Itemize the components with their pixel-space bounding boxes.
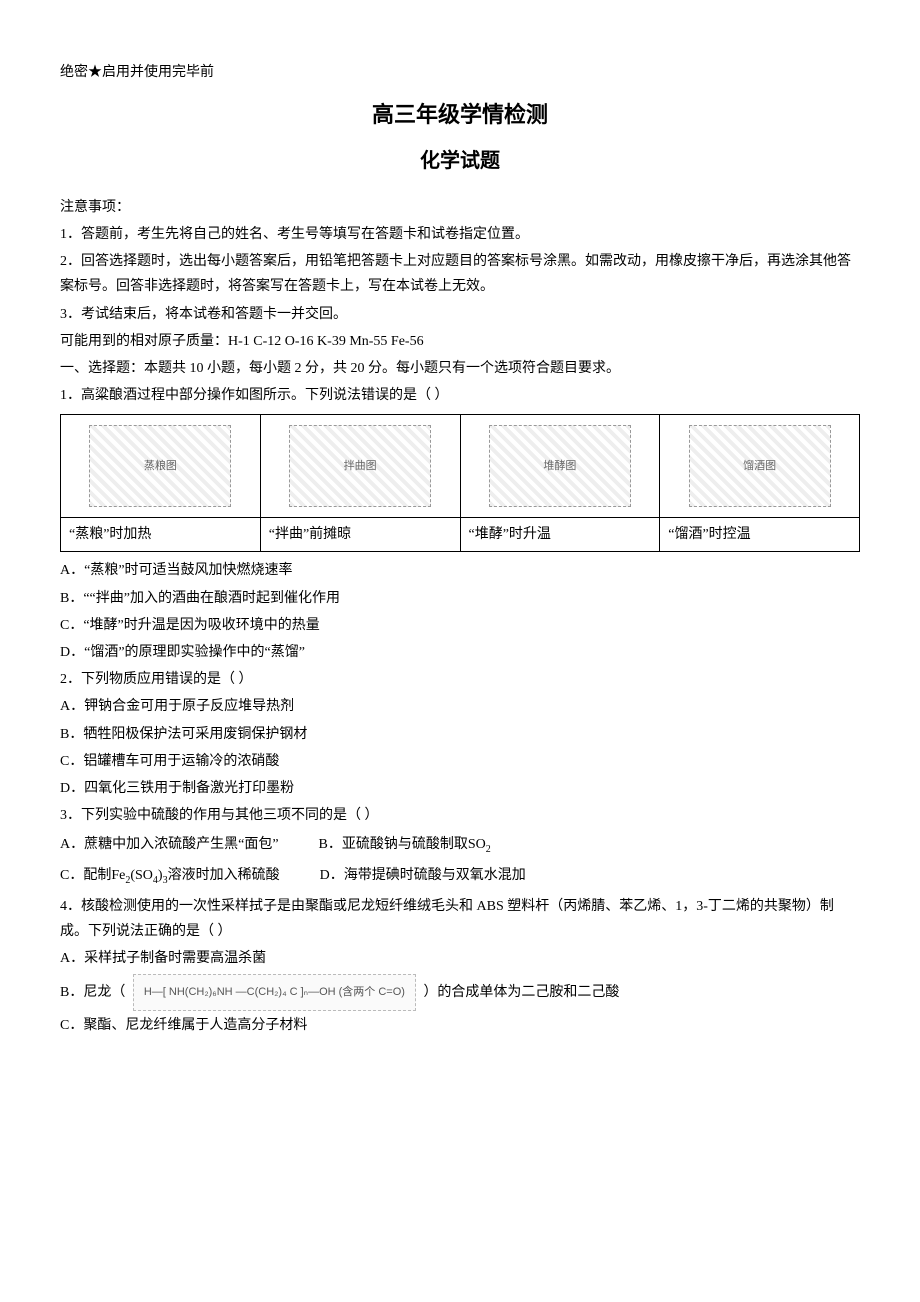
page-title: 高三年级学情检测 xyxy=(60,95,860,135)
q3-opt-b: B．亚硫酸钠与硫酸制取SO2 xyxy=(319,832,491,859)
fermenting-icon: 堆酵图 xyxy=(489,425,631,507)
q3-opt-d: D．海带提碘时硫酸与双氧水混加 xyxy=(320,863,526,890)
q2-opt-b: B．牺牲阳极保护法可采用废铜保护钢材 xyxy=(60,722,860,747)
q4-opt-a: A．采样拭子制备时需要高温杀菌 xyxy=(60,946,860,971)
notice-1: 1．答题前，考生先将自己的姓名、考生号等填写在答题卡和试卷指定位置。 xyxy=(60,222,860,247)
q3-opt-a: A．蔗糖中加入浓硫酸产生黑“面包” xyxy=(60,832,279,859)
q1-img-cell-2: 拌曲图 xyxy=(260,415,460,518)
q1-caption-1: “蒸粮”时加热 xyxy=(61,518,261,552)
section1-header: 一、选择题：本题共 10 小题，每小题 2 分，共 20 分。每小题只有一个选项… xyxy=(60,356,860,381)
q1-caption-4: “馏酒”时控温 xyxy=(660,518,860,552)
q3-opt-c-pre: C．配制 xyxy=(60,868,111,883)
secret-line: 绝密★启用并使用完毕前 xyxy=(60,60,860,85)
q1-caption-3: “堆酵”时升温 xyxy=(460,518,660,552)
q1-img-cell-3: 堆酵图 xyxy=(460,415,660,518)
nylon-structure-formula-icon: H—[ NH(CH₂)₆NH —C(CH₂)₄ C ]ₙ—OH (含两个 C=O… xyxy=(133,974,416,1012)
table-row: 蒸粮图 拌曲图 堆酵图 馏酒图 xyxy=(61,415,860,518)
q1-caption-2: “拌曲”前摊晾 xyxy=(260,518,460,552)
q2-opt-a: A．钾钠合金可用于原子反应堆导热剂 xyxy=(60,694,860,719)
q3-opt-b-sub: 2 xyxy=(486,844,491,855)
q4-opt-b: B．尼龙（ H—[ NH(CH₂)₆NH —C(CH₂)₄ C ]ₙ—OH (含… xyxy=(60,974,860,1012)
q3-opt-c-chem1: Fe xyxy=(111,868,125,883)
distilling-icon: 馏酒图 xyxy=(689,425,831,507)
steaming-grain-icon: 蒸粮图 xyxy=(89,425,231,507)
atomic-masses: 可能用到的相对原子质量：H-1 C-12 O-16 K-39 Mn-55 Fe-… xyxy=(60,329,860,354)
q1-opt-c: C．“堆酵”时升温是因为吸收环境中的热量 xyxy=(60,613,860,638)
q2-stem: 2．下列物质应用错误的是（ ） xyxy=(60,667,860,692)
notice-header: 注意事项： xyxy=(60,195,860,220)
q4-stem: 4．核酸检测使用的一次性采样拭子是由聚酯或尼龙短纤维绒毛头和 ABS 塑料杆（丙… xyxy=(60,894,860,944)
notice-3: 3．考试结束后，将本试卷和答题卡一并交回。 xyxy=(60,302,860,327)
mixing-yeast-icon: 拌曲图 xyxy=(289,425,431,507)
q1-figure-table: 蒸粮图 拌曲图 堆酵图 馏酒图 “蒸粮”时加热 “拌曲”前摊晾 “堆酵”时升温 … xyxy=(60,414,860,552)
q3-stem: 3．下列实验中硫酸的作用与其他三项不同的是（ ） xyxy=(60,803,860,828)
q4-opt-c: C．聚酯、尼龙纤维属于人造高分子材料 xyxy=(60,1013,860,1038)
q3-opt-b-pre: B．亚硫酸钠与硫酸制取 xyxy=(319,837,468,852)
q1-img-cell-1: 蒸粮图 xyxy=(61,415,261,518)
q3-opt-b-chem: SO xyxy=(468,837,486,852)
q2-opt-d: D．四氧化三铁用于制备激光打印墨粉 xyxy=(60,776,860,801)
q1-opt-d: D．“馏酒”的原理即实验操作中的“蒸馏” xyxy=(60,640,860,665)
q3-opt-c-post: 溶液时加入稀硫酸 xyxy=(168,868,280,883)
table-row: “蒸粮”时加热 “拌曲”前摊晾 “堆酵”时升温 “馏酒”时控温 xyxy=(61,518,860,552)
q3-opt-c: C．配制Fe2(SO4)3溶液时加入稀硫酸 xyxy=(60,863,280,890)
q2-opt-c: C．铝罐槽车可用于运输冷的浓硝酸 xyxy=(60,749,860,774)
q1-img-cell-4: 馏酒图 xyxy=(660,415,860,518)
q1-opt-b: B．““拌曲”加入的酒曲在酿酒时起到催化作用 xyxy=(60,586,860,611)
q4-opt-b-pre: B．尼龙（ xyxy=(60,985,125,1000)
page-subtitle: 化学试题 xyxy=(60,143,860,179)
q4-opt-b-post: ）的合成单体为二己胺和二己酸 xyxy=(423,985,619,1000)
notice-2: 2．回答选择题时，选出每小题答案后，用铅笔把答题卡上对应题目的答案标号涂黑。如需… xyxy=(60,249,860,299)
q1-opt-a: A．“蒸粮”时可适当鼓风加快燃烧速率 xyxy=(60,558,860,583)
q1-stem: 1．高粱酿酒过程中部分操作如图所示。下列说法错误的是（ ） xyxy=(60,383,860,408)
q3-opt-c-chem2: (SO xyxy=(130,868,153,883)
